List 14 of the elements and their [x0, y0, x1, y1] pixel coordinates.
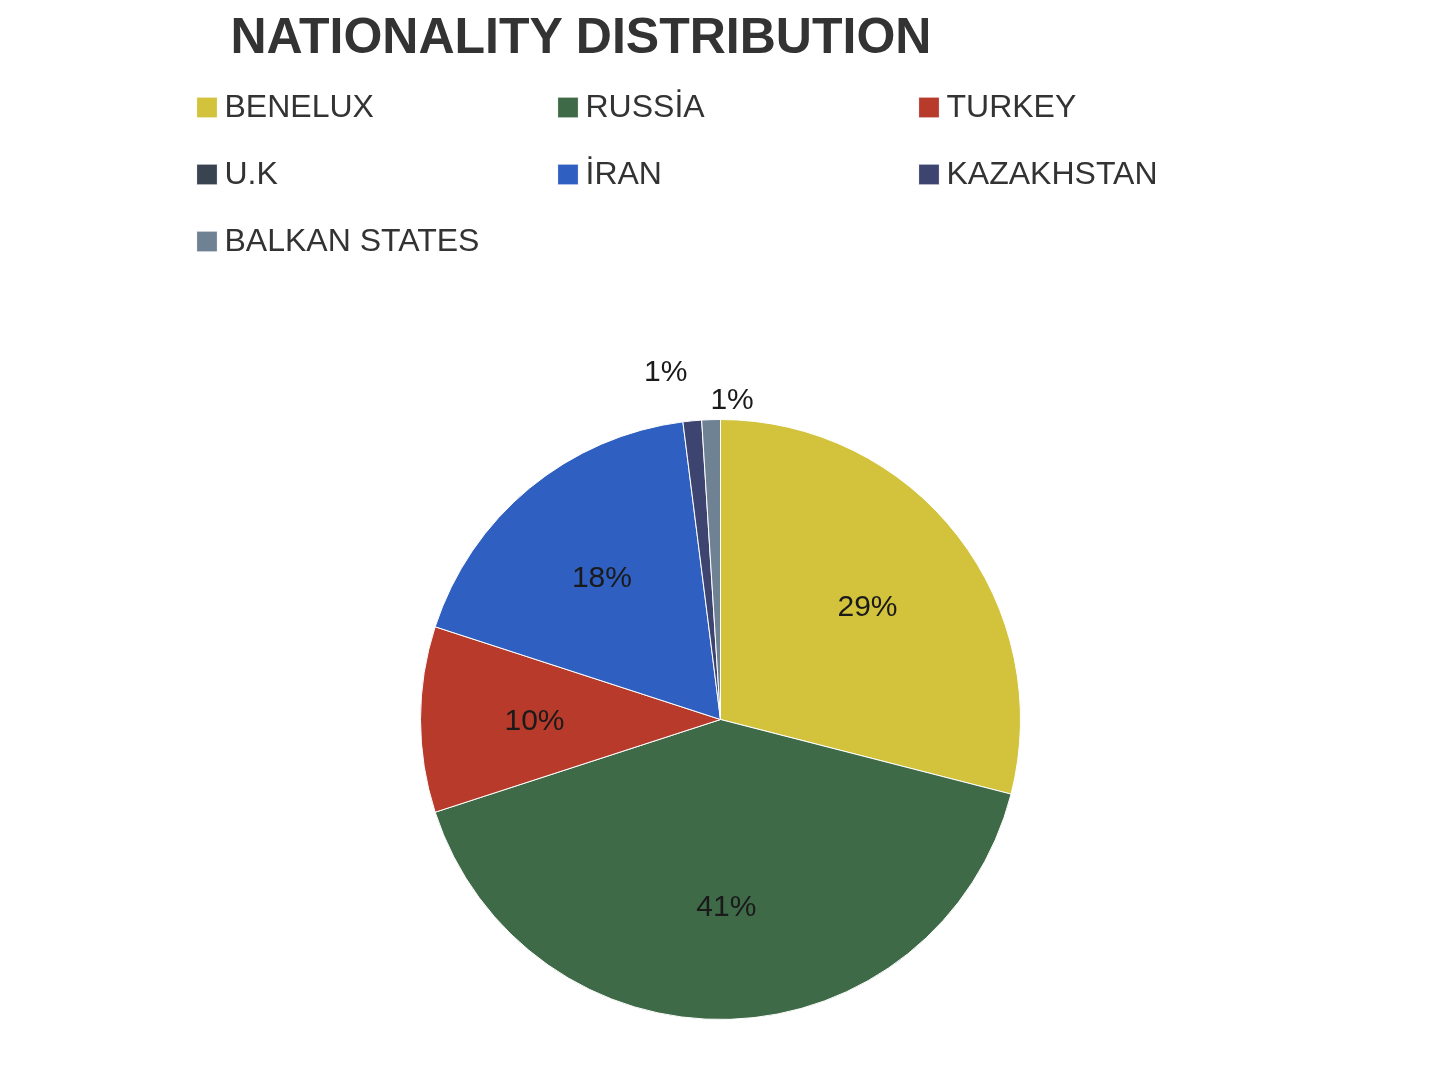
data-label: 29%: [837, 589, 898, 622]
legend-label: U.K: [224, 155, 279, 192]
data-label: 1%: [644, 353, 688, 387]
legend-label: İRAN: [585, 155, 663, 192]
legend-label: RUSSİA: [585, 88, 706, 125]
data-label: 41%: [696, 888, 757, 922]
chart-title: NATIONALITY DISTRIBUTION: [230, 7, 932, 64]
legend-label: TURKEY: [946, 88, 1078, 125]
data-label: 1%: [710, 382, 754, 416]
data-label: 18%: [571, 559, 632, 593]
data-label: 10%: [504, 703, 565, 736]
legend-label: BALKAN STATES: [224, 222, 481, 259]
legend-label: KAZAKHSTAN: [946, 155, 1159, 192]
legend-label: BENELUX: [224, 88, 375, 125]
